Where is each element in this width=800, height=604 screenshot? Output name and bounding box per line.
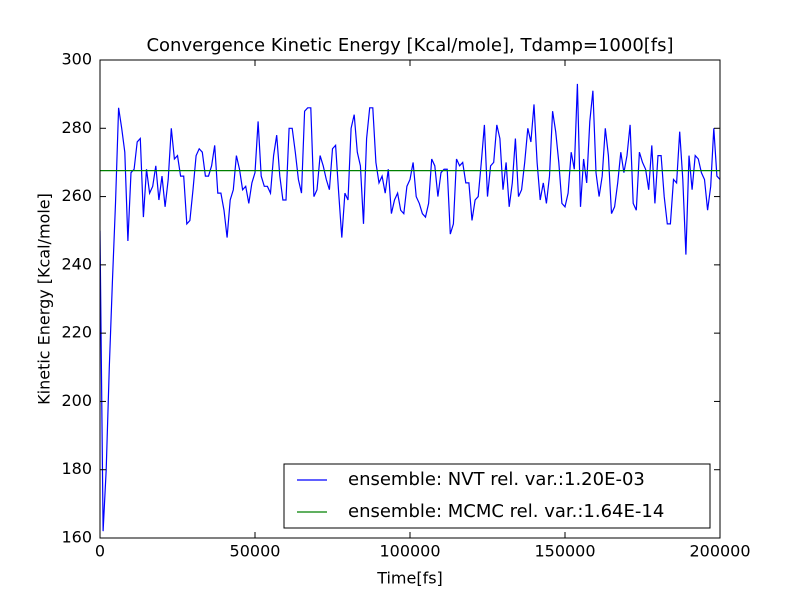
x-tick-label: 150000: [534, 542, 595, 561]
y-axis-label: Kinetic Energy [Kcal/mole]: [35, 193, 54, 405]
x-axis-label: Time[fs]: [376, 569, 443, 588]
x-tick-label: 50000: [230, 542, 281, 561]
y-tick-label: 200: [61, 391, 92, 410]
y-tick-label: 280: [61, 118, 92, 137]
x-tick-label: 0: [95, 542, 105, 561]
y-tick-label: 300: [61, 50, 92, 69]
y-tick-label: 180: [61, 459, 92, 478]
y-tick-label: 160: [61, 528, 92, 547]
chart-title: Convergence Kinetic Energy [Kcal/mole], …: [146, 35, 673, 56]
y-tick-label: 220: [61, 323, 92, 342]
legend-box: [283, 463, 711, 529]
data-line: [100, 83, 720, 532]
x-tick-label: 200000: [689, 542, 750, 561]
legend-label: ensemble: MCMC rel. var.:1.64E-14: [348, 501, 664, 522]
x-tick-label: 100000: [379, 542, 440, 561]
y-tick-label: 260: [61, 186, 92, 205]
y-tick-label: 240: [61, 254, 92, 273]
legend-label: ensemble: NVT rel. var.:1.20E-03: [348, 469, 645, 490]
